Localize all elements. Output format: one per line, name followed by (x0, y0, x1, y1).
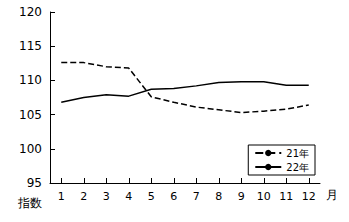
svg-text:9: 9 (238, 190, 245, 203)
svg-text:115: 115 (19, 39, 42, 53)
svg-text:2: 2 (80, 190, 87, 203)
svg-text:月: 月 (326, 188, 338, 202)
svg-text:10: 10 (257, 190, 271, 203)
svg-text:12: 12 (302, 190, 316, 203)
svg-text:22年: 22年 (286, 162, 309, 173)
svg-text:6: 6 (170, 190, 177, 203)
svg-text:7: 7 (193, 190, 200, 203)
svg-text:1: 1 (58, 190, 65, 203)
svg-text:100: 100 (19, 142, 42, 156)
svg-text:105: 105 (19, 108, 42, 122)
svg-text:5: 5 (148, 190, 155, 203)
svg-text:11: 11 (279, 190, 293, 203)
svg-text:3: 3 (103, 190, 110, 203)
svg-text:21年: 21年 (286, 148, 309, 159)
svg-text:指数: 指数 (17, 196, 42, 210)
svg-text:120: 120 (19, 5, 42, 19)
svg-text:110: 110 (19, 73, 42, 87)
svg-text:95: 95 (27, 176, 42, 190)
svg-text:8: 8 (215, 190, 222, 203)
svg-text:4: 4 (125, 190, 132, 203)
